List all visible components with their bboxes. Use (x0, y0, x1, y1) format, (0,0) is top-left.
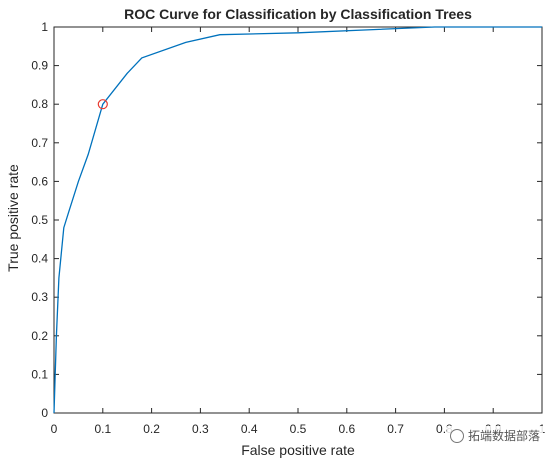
chart-title: ROC Curve for Classification by Classifi… (124, 6, 472, 22)
x-tick-label: 0.6 (338, 422, 355, 436)
data-series (53, 26, 542, 414)
axis-ticks: 0 0.1 0.2 0.3 0.4 0.5 0.6 0.7 0.8 0.9 1 0 0.1 0.2 0.3 0… (31, 20, 545, 436)
watermark-text: 拓端数据部落 (467, 429, 540, 443)
y-axis-label: True positive rate (5, 164, 21, 272)
wechat-icon (449, 428, 464, 443)
y-tick-label: 0.2 (31, 329, 48, 343)
x-tick-label: 0.3 (192, 422, 209, 436)
y-tick-label: 0.4 (31, 252, 48, 266)
roc-curve-line (53, 26, 542, 414)
operating-point-marker (97, 99, 108, 110)
x-axis-label: False positive rate (241, 442, 355, 458)
x-tick-label: 0.7 (387, 422, 404, 436)
y-tick-label: 0.8 (31, 97, 48, 111)
watermark: 拓端数据部落 (446, 426, 543, 445)
y-tick-label: 0.5 (31, 213, 48, 227)
y-tick-label: 0 (41, 406, 48, 420)
y-tick-label: 0.6 (31, 174, 48, 188)
x-tick-label: 0 (51, 422, 58, 436)
x-tick-label: 0.4 (241, 422, 258, 436)
plot-area (53, 26, 543, 414)
x-tick-label: 0.5 (290, 422, 307, 436)
x-tick-label: 0.2 (143, 422, 160, 436)
y-tick-label: 0.1 (31, 367, 48, 381)
y-tick-label: 1 (41, 20, 48, 34)
y-tick-label: 0.3 (31, 290, 48, 304)
y-tick-label: 0.7 (31, 136, 48, 150)
y-tick-label: 0.9 (31, 59, 48, 73)
x-tick-label: 0.1 (94, 422, 111, 436)
